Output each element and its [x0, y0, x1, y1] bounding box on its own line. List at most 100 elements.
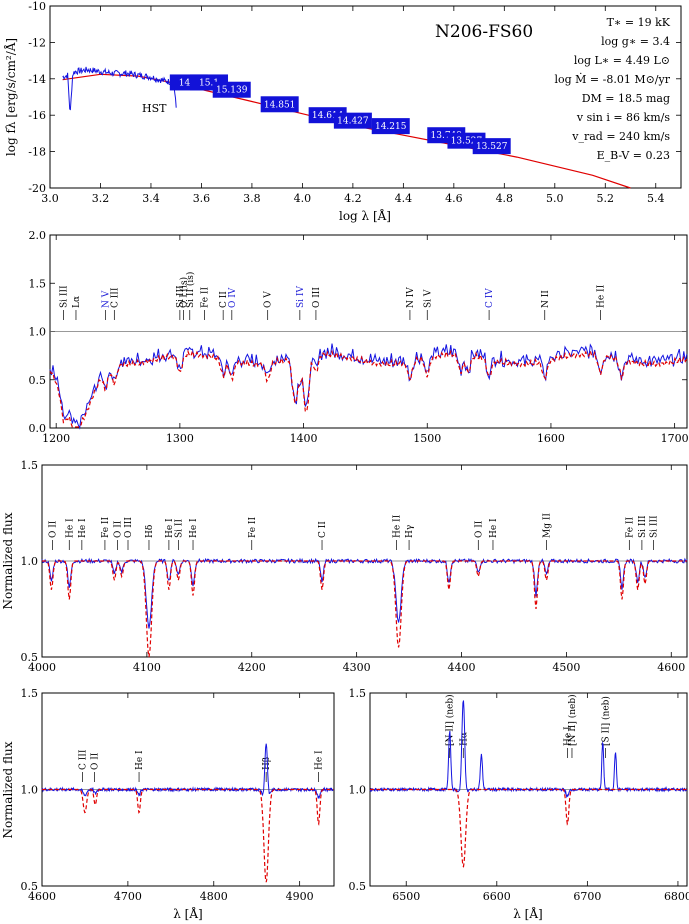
uv-curves [49, 331, 688, 430]
line-id-label: C III [110, 287, 120, 308]
line-id-label: Hγ [405, 525, 415, 538]
observed-spectrum [369, 700, 688, 799]
x-tick-label: 1600 [537, 432, 565, 445]
star-name: N206-FS60 [435, 22, 533, 42]
x-tick-label: 4500 [552, 661, 580, 674]
opt3-ticks: 6500 6600 6700 6800 0.5 1.0 1.5 [349, 687, 689, 903]
line-id-label: O II [90, 752, 100, 770]
x-tick-label: 6500 [392, 890, 420, 903]
observed-spectrum [49, 343, 688, 430]
x-tick-label: 4200 [238, 661, 266, 674]
line-id-label: N IV [406, 287, 416, 308]
model-spectrum [42, 560, 687, 658]
line-id-label: [N II] (neb) [445, 694, 456, 746]
photometry-label: 13.749 [431, 131, 463, 141]
line-id-label: O IV [228, 287, 238, 308]
line-id-label: He I [563, 726, 573, 746]
x-tick-label: 1300 [166, 432, 194, 445]
opt3-xlabel: λ [Å] [513, 906, 542, 921]
y-tick-label: 0.5 [29, 374, 47, 387]
line-id-label: Hδ [145, 525, 155, 538]
x-tick-label: 4600 [28, 890, 56, 903]
optical-panel-2: 4600 4700 4800 4900 0.5 1.0 1.5 C III O II He I H… [1, 687, 335, 921]
observed-spectrum [41, 557, 688, 629]
x-tick-label: 1200 [42, 432, 70, 445]
x-tick-label: 6600 [483, 890, 511, 903]
opt2-xlabel: λ [Å] [173, 906, 202, 921]
opt1-ticks: 4000 4100 4200 4300 4400 4500 4600 0.5 1.0 1.5 [21, 459, 687, 674]
model-spectrum [370, 788, 687, 868]
photometry-label: 14.215 [375, 122, 407, 132]
x-tick-label: 4.0 [294, 192, 312, 205]
x-tick-label: 5.2 [597, 192, 615, 205]
parameter-line: T∗ = 19 kK [607, 16, 671, 29]
line-id-label: He I [78, 518, 88, 538]
x-tick-label: 3.8 [243, 192, 261, 205]
opt1-curves [41, 557, 688, 658]
photometry-box [472, 138, 511, 155]
line-id-label: O II [114, 520, 124, 538]
y-tick-label: 2.0 [29, 229, 47, 242]
x-tick-label: 6700 [573, 890, 601, 903]
line-id-label: N II [541, 290, 551, 308]
line-id-label: N V [102, 290, 112, 308]
line-id-label: Fe II [101, 517, 111, 538]
y-tick-label: -16 [28, 109, 46, 122]
line-id-label: He I [189, 518, 199, 538]
line-id-label: O III [312, 287, 322, 308]
parameter-line: v sin i = 86 km/s [576, 111, 670, 124]
line-id-label: Fe II [248, 517, 258, 538]
line-id-label: He II [596, 284, 606, 308]
y-tick-label: 1.0 [21, 784, 39, 797]
x-tick-label: 1700 [661, 432, 689, 445]
line-id-label: He I [65, 518, 75, 538]
x-tick-label: 5.4 [647, 192, 665, 205]
y-tick-label: 0.5 [21, 651, 39, 664]
line-id-label: Si III [649, 515, 659, 538]
line-id-label: O III [124, 517, 134, 538]
y-tick-label: -12 [28, 36, 46, 49]
y-tick-label: 0.5 [349, 880, 367, 893]
line-id-label: Si V [423, 289, 433, 308]
y-tick-label: 1.0 [349, 784, 367, 797]
photometry-label: 14.614 [312, 111, 344, 121]
x-tick-label: 4400 [448, 661, 476, 674]
parameter-line: log g∗ = 3.4 [601, 35, 670, 48]
parameter-line: DM = 18.5 mag [582, 92, 670, 105]
opt3-line-ids: [N II] (neb) Hα He I[N II] (neb) [S II] (ne… [445, 694, 611, 758]
y-tick-label: 0.0 [29, 422, 47, 435]
line-id-label: Si III [176, 285, 186, 308]
photometry-label: 14.1 [179, 78, 199, 88]
x-tick-label: 1400 [290, 432, 318, 445]
sed-ticks: 3.0 3.2 3.4 3.6 3.8 4.0 4.2 4.4 4.6 4.8 5.0 5.2 5.4 -… [28, 0, 681, 205]
photometry-box [333, 112, 372, 129]
x-tick-label: 4600 [657, 661, 685, 674]
x-tick-label: 3.4 [142, 192, 160, 205]
opt2-curves [41, 743, 335, 883]
parameter-line: E_B-V = 0.23 [597, 149, 670, 162]
line-id-label: Lα [72, 296, 82, 308]
sed-model-curve [62, 73, 631, 189]
line-id-label: Si II [174, 519, 184, 538]
x-tick-label: 4.6 [445, 192, 463, 205]
optical-panel-3: 6500 6600 6700 6800 0.5 1.0 1.5 [N II] (neb) Hα… [349, 687, 689, 921]
line-id-label: [S II] (neb) [600, 696, 611, 746]
opt1-line-ids: O II He I He I Fe II O II O III Hδ He I Si II He … [48, 513, 659, 550]
y-tick-label: 1.0 [21, 555, 39, 568]
uv-panel: 1200 1300 1400 1500 1600 17000.00.51.01.52.0 … [29, 229, 689, 445]
line-id-label: Si IV [296, 286, 306, 308]
y-tick-label: 1.5 [349, 687, 367, 700]
y-tick-label: 1.0 [29, 326, 47, 339]
y-tick-label: -14 [28, 73, 46, 86]
y-tick-label: 1.5 [21, 687, 39, 700]
sed-xlabel: log λ [Å] [339, 208, 391, 223]
line-id-label: Fe II [201, 287, 211, 308]
optical-panel-1: 4000 4100 4200 4300 4400 4500 4600 0.5 1.0 1.5 O … [1, 459, 688, 674]
photometry-label: 13.527 [476, 142, 508, 152]
x-tick-label: 4.8 [496, 192, 514, 205]
x-tick-label: 4100 [133, 661, 161, 674]
y-tick-label: -18 [28, 146, 46, 159]
sed-observed-spectrum [62, 66, 177, 111]
line-id-label: C III [78, 749, 88, 770]
